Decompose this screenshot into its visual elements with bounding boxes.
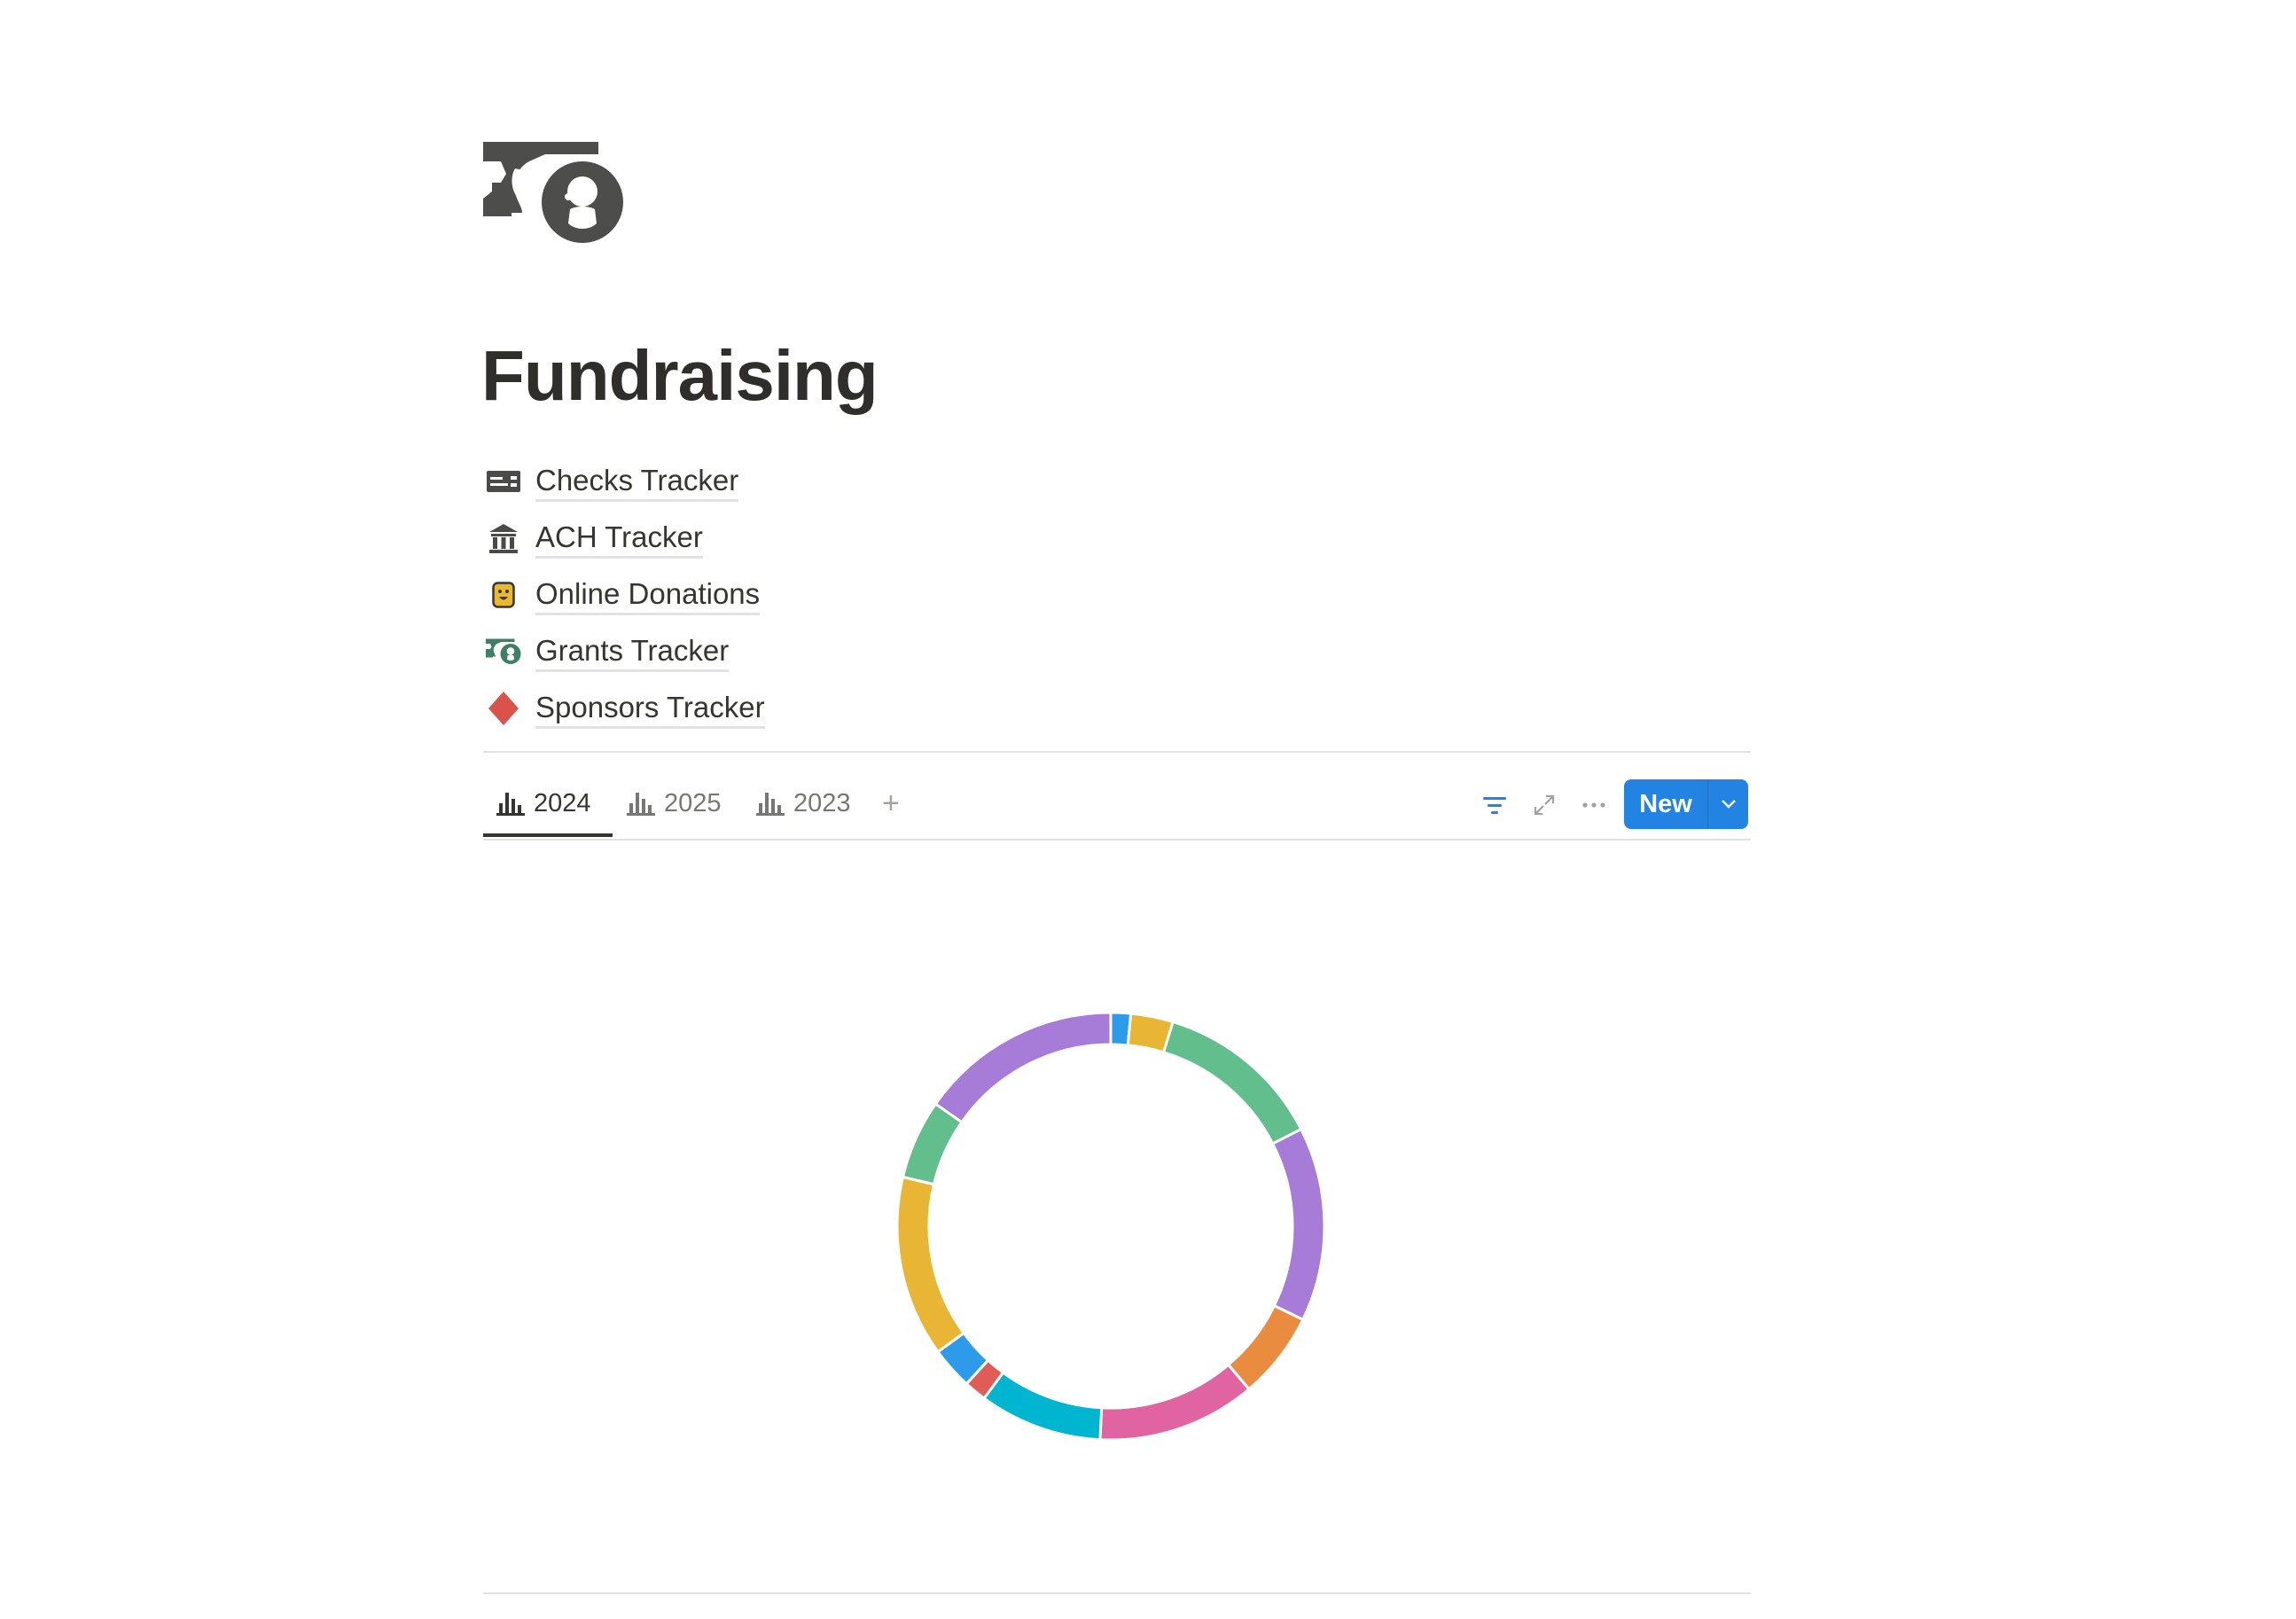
new-button-group: New bbox=[1624, 779, 1748, 829]
new-dropdown-button[interactable] bbox=[1708, 799, 1748, 810]
check-card-icon bbox=[486, 464, 521, 499]
divider bbox=[483, 1592, 1751, 1594]
divider bbox=[483, 839, 1751, 841]
tab-label: 2025 bbox=[664, 788, 722, 817]
donut-slice[interactable] bbox=[933, 1011, 1113, 1124]
tab-2024[interactable]: 2024 bbox=[496, 780, 591, 826]
link-label: Online Donations bbox=[535, 575, 761, 615]
link-label: Checks Tracker bbox=[535, 462, 739, 502]
expand-button[interactable] bbox=[1527, 787, 1562, 823]
tab-2025[interactable]: 2025 bbox=[627, 780, 722, 826]
tab-label: 2023 bbox=[793, 788, 851, 817]
add-view-button[interactable]: + bbox=[882, 786, 900, 820]
donut-slice[interactable] bbox=[895, 1175, 966, 1354]
filter-button[interactable] bbox=[1477, 787, 1512, 823]
bar-chart-icon bbox=[496, 793, 525, 816]
more-button[interactable] bbox=[1576, 787, 1612, 823]
tab-label: 2024 bbox=[534, 788, 591, 817]
link-online-donations[interactable]: Online Donations bbox=[486, 573, 761, 617]
button-separator bbox=[1707, 779, 1708, 829]
divider bbox=[483, 751, 1751, 753]
more-icon bbox=[1582, 802, 1605, 808]
donut-slice[interactable] bbox=[1270, 1127, 1326, 1322]
link-label: Sponsors Tracker bbox=[535, 689, 765, 729]
new-button[interactable]: New bbox=[1639, 789, 1692, 818]
link-sponsors-tracker[interactable]: Sponsors Tracker bbox=[486, 686, 765, 731]
bank-icon bbox=[486, 520, 521, 556]
filter-icon bbox=[1483, 797, 1506, 814]
active-tab-indicator bbox=[483, 833, 613, 837]
donut-slice[interactable] bbox=[1161, 1020, 1303, 1146]
chevron-down-icon bbox=[1721, 800, 1736, 809]
smiley-card-icon bbox=[486, 577, 521, 613]
money-with-portrait-icon bbox=[483, 142, 623, 243]
bar-chart-icon bbox=[627, 793, 655, 816]
link-checks-tracker[interactable]: Checks Tracker bbox=[486, 459, 739, 504]
link-ach-tracker[interactable]: ACH Tracker bbox=[486, 516, 703, 560]
link-label: Grants Tracker bbox=[535, 632, 730, 672]
donut-slice[interactable] bbox=[982, 1370, 1104, 1442]
donut-chart bbox=[895, 1011, 1326, 1442]
bar-chart-icon bbox=[756, 793, 785, 816]
donut-slice[interactable] bbox=[1098, 1363, 1252, 1442]
tab-2023[interactable]: 2023 bbox=[756, 780, 851, 826]
link-label: ACH Tracker bbox=[535, 519, 703, 559]
diamond-icon bbox=[486, 691, 521, 726]
page-title: Fundraising bbox=[481, 336, 879, 415]
money-with-portrait-icon bbox=[486, 634, 521, 669]
link-grants-tracker[interactable]: Grants Tracker bbox=[486, 630, 730, 674]
expand-icon bbox=[1534, 794, 1555, 816]
